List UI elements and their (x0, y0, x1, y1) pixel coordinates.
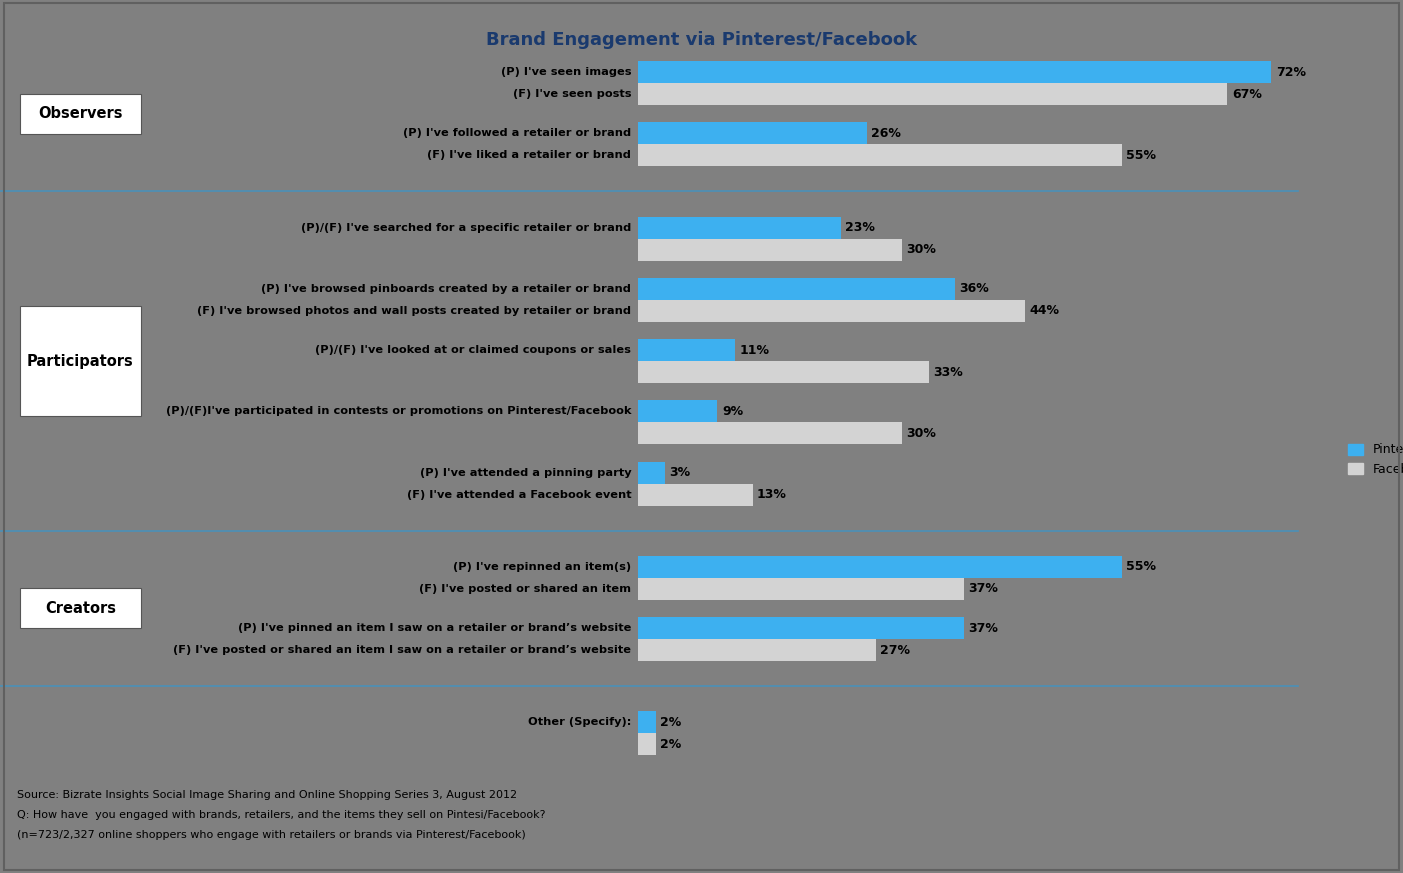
Text: (F) I've posted or shared an item: (F) I've posted or shared an item (419, 584, 631, 594)
Text: 2%: 2% (661, 716, 682, 729)
Bar (638, 299, 1026, 322)
Text: (P)/(F) I've searched for a specific retailer or brand: (P)/(F) I've searched for a specific ret… (302, 223, 631, 232)
Text: (P)/(F)I've participated in contests or promotions on Pinterest/Facebook: (P)/(F)I've participated in contests or … (166, 406, 631, 416)
Bar (638, 423, 902, 444)
Bar (638, 339, 735, 361)
Bar (638, 238, 902, 260)
Text: (F) I've posted or shared an item I saw on a retailer or brand’s website: (F) I've posted or shared an item I saw … (174, 645, 631, 655)
Text: (P) I've seen images: (P) I've seen images (501, 67, 631, 77)
Text: Source: Bizrate Insights Social Image Sharing and Online Shopping Series 3, Augu: Source: Bizrate Insights Social Image Sh… (17, 790, 516, 800)
Text: 37%: 37% (968, 622, 998, 635)
Text: 55%: 55% (1127, 149, 1156, 162)
Text: 33%: 33% (933, 366, 962, 379)
Text: 67%: 67% (1232, 87, 1261, 100)
FancyBboxPatch shape (20, 306, 140, 416)
Text: 37%: 37% (968, 582, 998, 595)
Bar (638, 361, 929, 383)
Bar (638, 83, 1228, 105)
Text: Participators: Participators (27, 354, 133, 368)
Text: 2%: 2% (661, 738, 682, 751)
Bar (638, 217, 840, 238)
Bar (638, 711, 657, 733)
Bar (638, 639, 875, 661)
Text: 26%: 26% (871, 127, 901, 140)
Text: (F) I've liked a retailer or brand: (F) I've liked a retailer or brand (428, 150, 631, 161)
Bar (638, 556, 1122, 578)
Text: (F) I've browsed photos and wall posts created by retailer or brand: (F) I've browsed photos and wall posts c… (198, 306, 631, 316)
Text: (P) I've pinned an item I saw on a retailer or brand’s website: (P) I've pinned an item I saw on a retai… (239, 623, 631, 633)
Text: 27%: 27% (880, 643, 911, 656)
Text: (F) I've attended a Facebook event: (F) I've attended a Facebook event (407, 490, 631, 499)
Text: 30%: 30% (906, 427, 936, 440)
Bar (638, 61, 1271, 83)
Text: 36%: 36% (960, 282, 989, 295)
Text: Creators: Creators (45, 601, 116, 616)
Text: (F) I've seen posts: (F) I've seen posts (513, 89, 631, 100)
Text: Q: How have  you engaged with brands, retailers, and the items they sell on Pint: Q: How have you engaged with brands, ret… (17, 810, 546, 820)
Text: 13%: 13% (758, 488, 787, 501)
Text: 9%: 9% (723, 405, 744, 418)
Bar (638, 578, 964, 600)
Text: (P) I've repinned an item(s): (P) I've repinned an item(s) (453, 562, 631, 572)
FancyBboxPatch shape (20, 588, 140, 629)
Bar (638, 484, 752, 505)
Legend: Pinterest, Facebook: Pinterest, Facebook (1343, 438, 1403, 481)
Bar (638, 401, 717, 423)
Bar (638, 278, 955, 299)
Bar (638, 733, 657, 755)
Text: 23%: 23% (845, 221, 875, 234)
Text: (P) I've browsed pinboards created by a retailer or brand: (P) I've browsed pinboards created by a … (261, 284, 631, 294)
Text: (P) I've followed a retailer or brand: (P) I've followed a retailer or brand (403, 128, 631, 138)
Text: 72%: 72% (1275, 65, 1306, 79)
Text: 30%: 30% (906, 243, 936, 256)
Text: Brand Engagement via Pinterest/Facebook: Brand Engagement via Pinterest/Facebook (485, 31, 918, 49)
Bar (638, 122, 867, 144)
Text: Observers: Observers (38, 107, 122, 121)
Bar (638, 617, 964, 639)
Bar (638, 144, 1122, 167)
Text: 11%: 11% (739, 344, 769, 356)
Text: (P) I've attended a pinning party: (P) I've attended a pinning party (419, 468, 631, 478)
Bar (638, 462, 665, 484)
Text: 44%: 44% (1030, 305, 1059, 318)
Text: 3%: 3% (669, 466, 690, 479)
Text: (n=723/2,327 online shoppers who engage with retailers or brands via Pinterest/F: (n=723/2,327 online shoppers who engage … (17, 830, 526, 840)
Text: (P)/(F) I've looked at or claimed coupons or sales: (P)/(F) I've looked at or claimed coupon… (316, 345, 631, 355)
Text: 55%: 55% (1127, 560, 1156, 574)
FancyBboxPatch shape (20, 93, 140, 134)
Text: Other (Specify):: Other (Specify): (528, 718, 631, 727)
